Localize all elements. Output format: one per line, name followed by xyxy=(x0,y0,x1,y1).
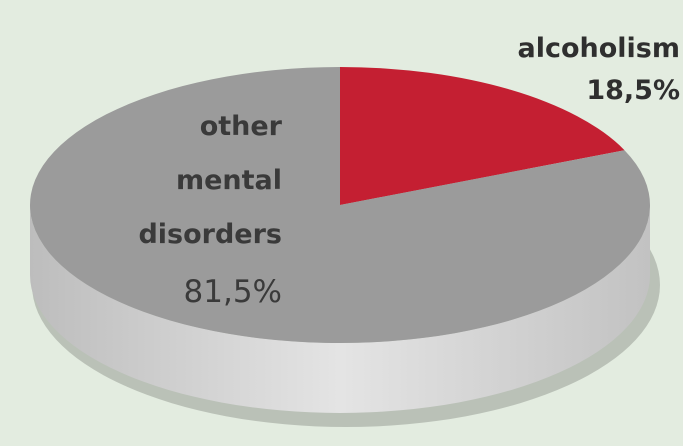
slice-label-other-mental-disorders: other mental disorders 81,5% xyxy=(60,100,282,322)
slice-label-line: disorders xyxy=(138,219,282,250)
slice-label-line: mental xyxy=(175,165,282,196)
pie-slice-other-mental-disorders xyxy=(29,67,650,343)
slice-value-label: 81,5% xyxy=(183,274,282,310)
pie-slice-alcoholism xyxy=(340,67,625,205)
slice-label-alcoholism: alcoholism 18,5% xyxy=(440,28,680,112)
slice-label-line: other xyxy=(199,111,282,142)
slice-label-line: alcoholism xyxy=(517,33,680,64)
pie-cylinder-side xyxy=(30,205,650,413)
pie-side xyxy=(30,205,650,413)
slice-value-label: 18,5% xyxy=(586,75,680,106)
pie-slices xyxy=(29,67,650,343)
